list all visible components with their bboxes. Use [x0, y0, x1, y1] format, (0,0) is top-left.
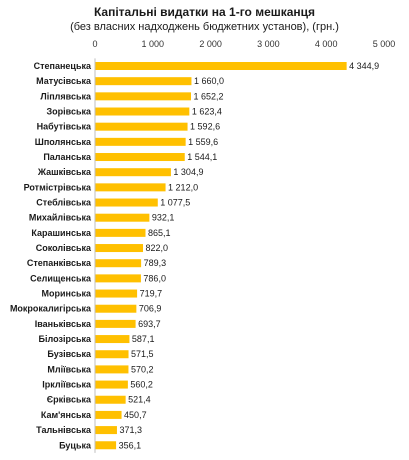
x-tick-label: 0 [92, 39, 97, 49]
value-label: 1 559,6 [188, 137, 218, 147]
category-label: Шполянська [35, 137, 92, 147]
value-label: 1 544,1 [187, 152, 217, 162]
category-label: Бузівська [47, 349, 92, 359]
bar [95, 228, 146, 237]
x-tick-label: 4 000 [315, 39, 338, 49]
bar [95, 335, 130, 344]
category-label: Михайлівська [29, 213, 92, 223]
bar [95, 410, 122, 419]
category-label: Селищенська [30, 273, 92, 283]
value-label: 570,2 [131, 364, 154, 374]
bar [95, 183, 166, 192]
value-label: 789,3 [144, 258, 167, 268]
bar [95, 289, 138, 298]
category-label: Єрківська [47, 395, 92, 405]
value-label: 932,1 [152, 213, 175, 223]
category-label: Моринська [41, 289, 92, 299]
value-label: 1 652,2 [193, 91, 223, 101]
bar [95, 122, 188, 131]
category-label: Кам'янська [41, 410, 92, 420]
value-label: 560,2 [130, 380, 153, 390]
bar [95, 319, 136, 328]
category-label: Мліївська [47, 364, 92, 374]
bars: Степанецька 4 344,9 Матусівська 1 660,0 Ліпл… [10, 61, 379, 450]
bar [95, 380, 128, 389]
category-label: Степанецька [34, 61, 92, 71]
value-label: 521,4 [128, 395, 151, 405]
value-label: 786,0 [143, 273, 166, 283]
bar [95, 395, 126, 404]
category-label: Буцька [59, 440, 92, 450]
bar [95, 274, 141, 283]
value-label: 4 344,9 [349, 61, 379, 71]
value-label: 356,1 [119, 440, 142, 450]
category-label: Набутівська [37, 122, 92, 132]
bar [95, 62, 347, 70]
bar [95, 259, 142, 268]
value-label: 587,1 [132, 334, 155, 344]
x-tick-label: 2 000 [199, 39, 222, 49]
x-tick-label: 1 000 [142, 39, 165, 49]
value-label: 1 077,5 [160, 198, 190, 208]
bar [95, 137, 186, 146]
value-label: 719,7 [140, 289, 163, 299]
category-label: Іркліївська [42, 380, 92, 390]
value-label: 865,1 [148, 228, 171, 238]
bar [95, 168, 171, 177]
category-label: Ротмістрівська [24, 182, 92, 192]
category-label: Білозірська [39, 334, 92, 344]
chart-subtitle: (без власних надходжень бюджетних устано… [70, 21, 339, 33]
bar [95, 77, 192, 86]
category-label: Ліплявська [40, 91, 92, 101]
value-label: 706,9 [139, 304, 162, 314]
bar [95, 426, 117, 435]
x-tick-label: 3 000 [257, 39, 280, 49]
category-label: Матусівська [36, 76, 92, 86]
category-label: Зорівська [47, 107, 92, 117]
value-label: 693,7 [138, 319, 161, 329]
bar [95, 198, 158, 207]
chart-title: Капітальні видатки на 1-го мешканця [93, 5, 316, 19]
bar [95, 365, 129, 374]
bar [95, 350, 129, 359]
category-label: Тальнівська [36, 425, 92, 435]
value-label: 450,7 [124, 410, 147, 420]
category-label: Карашинська [31, 228, 92, 238]
bar [95, 153, 185, 162]
category-label: Паланська [43, 152, 92, 162]
x-axis: 0 1 000 2 000 3 000 4 000 5 000 [92, 39, 395, 453]
category-label: Мокрокалигірська [10, 304, 92, 314]
bar [95, 304, 137, 313]
category-label: Степанківська [27, 258, 92, 268]
bar [95, 92, 191, 101]
value-label: 571,5 [131, 349, 154, 359]
value-label: 1 304,9 [173, 167, 203, 177]
bar [95, 441, 117, 450]
category-label: Соколівська [36, 243, 92, 253]
value-label: 822,0 [146, 243, 169, 253]
category-label: Жашківська [37, 167, 92, 177]
x-tick-label: 5 000 [373, 39, 396, 49]
category-label: Іваньківська [35, 319, 92, 329]
bar [95, 107, 190, 116]
value-label: 1 660,0 [194, 76, 224, 86]
value-label: 1 212,0 [168, 182, 198, 192]
category-label: Стеблівська [36, 198, 92, 208]
value-label: 1 623,4 [192, 107, 222, 117]
bar [95, 244, 144, 253]
value-label: 1 592,6 [190, 122, 220, 132]
bar [95, 213, 150, 222]
value-label: 371,3 [119, 425, 142, 435]
